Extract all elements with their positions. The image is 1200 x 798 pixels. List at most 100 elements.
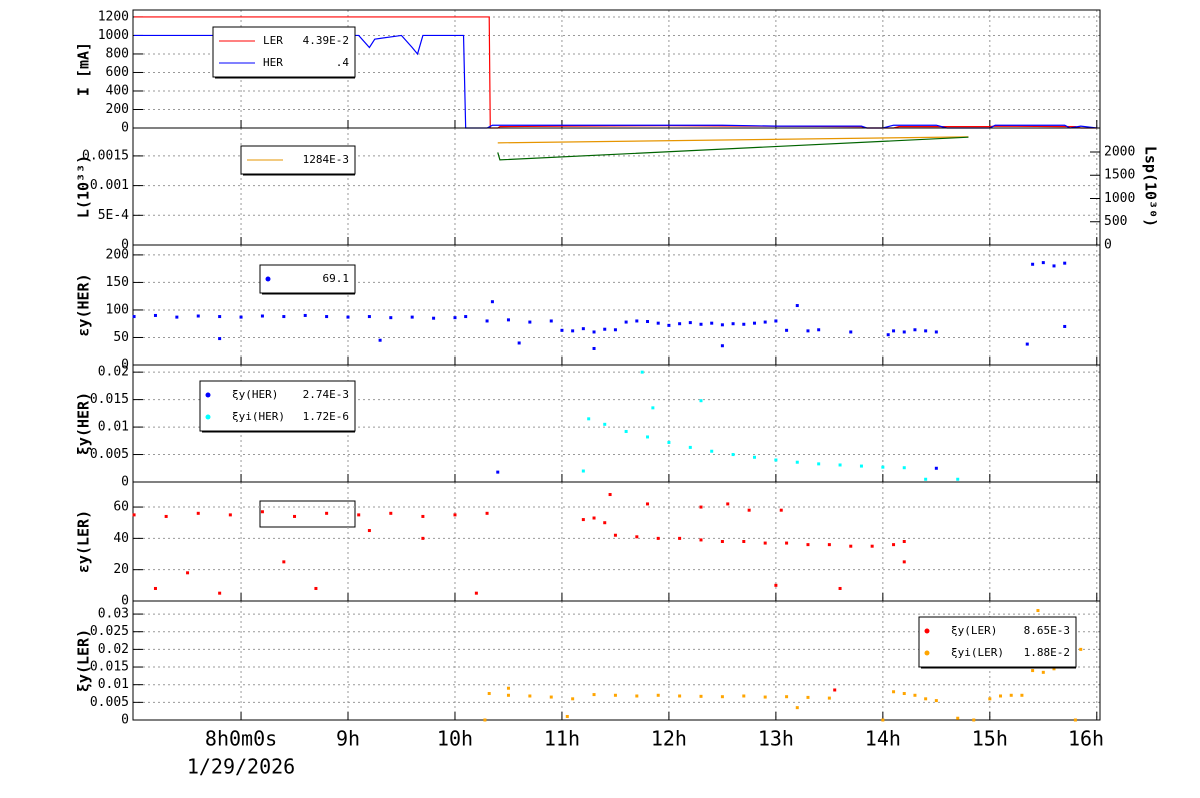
point xyxy=(656,536,660,540)
y-tick-label: 0.01 xyxy=(98,677,129,692)
y-tick-label: 200 xyxy=(106,102,129,117)
point xyxy=(581,518,585,522)
y-tick-label: 1200 xyxy=(98,10,129,25)
point xyxy=(827,543,831,547)
point xyxy=(720,344,724,348)
point xyxy=(934,466,938,470)
point xyxy=(592,516,596,520)
y-tick-label: 0 xyxy=(121,594,129,609)
point xyxy=(613,693,617,697)
y-tick-label: 0.0015 xyxy=(82,148,129,163)
point xyxy=(483,718,487,722)
point xyxy=(635,535,639,539)
point xyxy=(603,521,607,525)
legend-swatch xyxy=(924,650,930,656)
point xyxy=(720,695,724,699)
y-tick-label: 0.015 xyxy=(90,392,129,407)
point xyxy=(549,319,553,323)
y-tick-label: 50 xyxy=(113,330,129,345)
point xyxy=(1063,324,1067,328)
y-tick-label: 0.025 xyxy=(90,624,129,639)
point xyxy=(1020,693,1024,697)
legend-swatch xyxy=(205,392,211,398)
point xyxy=(726,502,730,506)
legend-box xyxy=(259,500,356,528)
y-tick-label: 0.01 xyxy=(98,420,129,435)
y-tick-label: 0 xyxy=(121,238,129,253)
point xyxy=(1052,667,1056,671)
legend-label: HER xyxy=(263,56,283,69)
point xyxy=(699,505,703,509)
point xyxy=(260,314,264,318)
point xyxy=(902,692,906,696)
point xyxy=(934,330,938,334)
panel-frame xyxy=(132,244,1101,366)
point xyxy=(1009,693,1013,697)
point xyxy=(389,316,393,320)
point xyxy=(667,323,671,327)
point xyxy=(592,693,596,697)
y-tick-label: 150 xyxy=(106,275,129,290)
y-tick-label: 1000 xyxy=(98,28,129,43)
point xyxy=(432,316,436,320)
point xyxy=(1041,670,1045,674)
y-tick-label: 800 xyxy=(106,46,129,61)
point xyxy=(688,445,692,449)
point xyxy=(646,502,650,506)
point xyxy=(196,314,200,318)
point xyxy=(720,540,724,543)
point xyxy=(228,513,232,517)
y-tick-label: 20 xyxy=(113,562,129,577)
point xyxy=(293,514,297,518)
y-tick-label: 200 xyxy=(106,247,129,262)
point xyxy=(175,315,179,319)
point xyxy=(517,341,521,345)
point xyxy=(186,571,190,575)
point xyxy=(838,463,842,467)
point xyxy=(560,328,564,332)
y-tick-label: 60 xyxy=(113,500,129,515)
point xyxy=(667,440,671,444)
point xyxy=(528,320,532,324)
point xyxy=(485,511,489,515)
point xyxy=(474,591,478,595)
point xyxy=(892,329,896,333)
x-tick-label: 15h xyxy=(972,727,1008,751)
x-tick-label: 8h0m0s xyxy=(205,727,277,751)
point xyxy=(1031,669,1035,673)
point xyxy=(565,714,569,718)
point xyxy=(496,470,500,474)
point xyxy=(132,315,136,319)
point xyxy=(678,694,682,698)
point xyxy=(972,718,976,722)
y-tick-label: 0 xyxy=(121,121,129,136)
point xyxy=(913,693,917,697)
point xyxy=(421,536,425,540)
point xyxy=(581,469,585,473)
point xyxy=(902,330,906,334)
y-tick-label: 0.001 xyxy=(90,178,129,193)
point xyxy=(924,477,928,481)
point xyxy=(779,508,783,512)
y-tick-label: 100 xyxy=(106,302,129,317)
point xyxy=(357,513,361,517)
y-tick-label: 0 xyxy=(121,475,129,490)
point xyxy=(196,511,200,515)
point xyxy=(346,315,350,319)
point xyxy=(699,694,703,698)
point xyxy=(838,586,842,590)
y-tick-label: 0.02 xyxy=(98,365,129,380)
point xyxy=(314,586,318,590)
point xyxy=(656,321,660,325)
point xyxy=(892,543,896,547)
point xyxy=(924,329,928,333)
y-tick-label: 0.02 xyxy=(98,642,129,657)
point xyxy=(164,514,168,518)
y-tick-label: 600 xyxy=(106,65,129,80)
point xyxy=(747,508,751,512)
series-line xyxy=(497,136,969,144)
legend-value: 8.65E-3 xyxy=(1024,624,1070,637)
legend-swatch xyxy=(924,628,930,634)
y2-tick-label: 2000 xyxy=(1104,144,1135,159)
point xyxy=(487,692,491,696)
